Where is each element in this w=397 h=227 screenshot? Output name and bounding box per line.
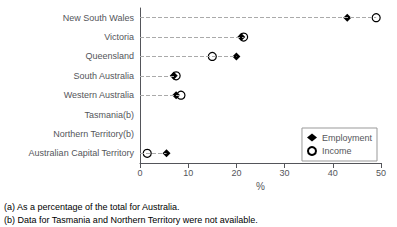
svg-text:Queensland: Queensland — [85, 51, 134, 61]
svg-text:Australian Capital Territory: Australian Capital Territory — [29, 148, 135, 158]
svg-text:Northern Territory(b): Northern Territory(b) — [53, 129, 134, 139]
svg-text:Victoria: Victoria — [104, 32, 134, 42]
svg-text:Employment: Employment — [322, 133, 373, 143]
svg-text:0: 0 — [137, 168, 142, 178]
svg-text:%: % — [256, 181, 265, 192]
svg-text:(b) Data for Tasmania and Nort: (b) Data for Tasmania and Northern Terri… — [4, 215, 258, 225]
svg-text:Western Australia: Western Australia — [64, 90, 134, 100]
svg-text:(a) As a percentage of the tot: (a) As a percentage of the total for Aus… — [4, 202, 180, 212]
svg-text:30: 30 — [280, 168, 290, 178]
svg-text:50: 50 — [376, 168, 386, 178]
svg-text:10: 10 — [183, 168, 193, 178]
svg-text:New South Wales: New South Wales — [63, 13, 135, 23]
svg-text:40: 40 — [328, 168, 338, 178]
svg-text:Tasmania(b): Tasmania(b) — [84, 110, 134, 120]
svg-text:Income: Income — [322, 146, 352, 156]
svg-text:20: 20 — [231, 168, 241, 178]
svg-text:South Australia: South Australia — [73, 71, 134, 81]
